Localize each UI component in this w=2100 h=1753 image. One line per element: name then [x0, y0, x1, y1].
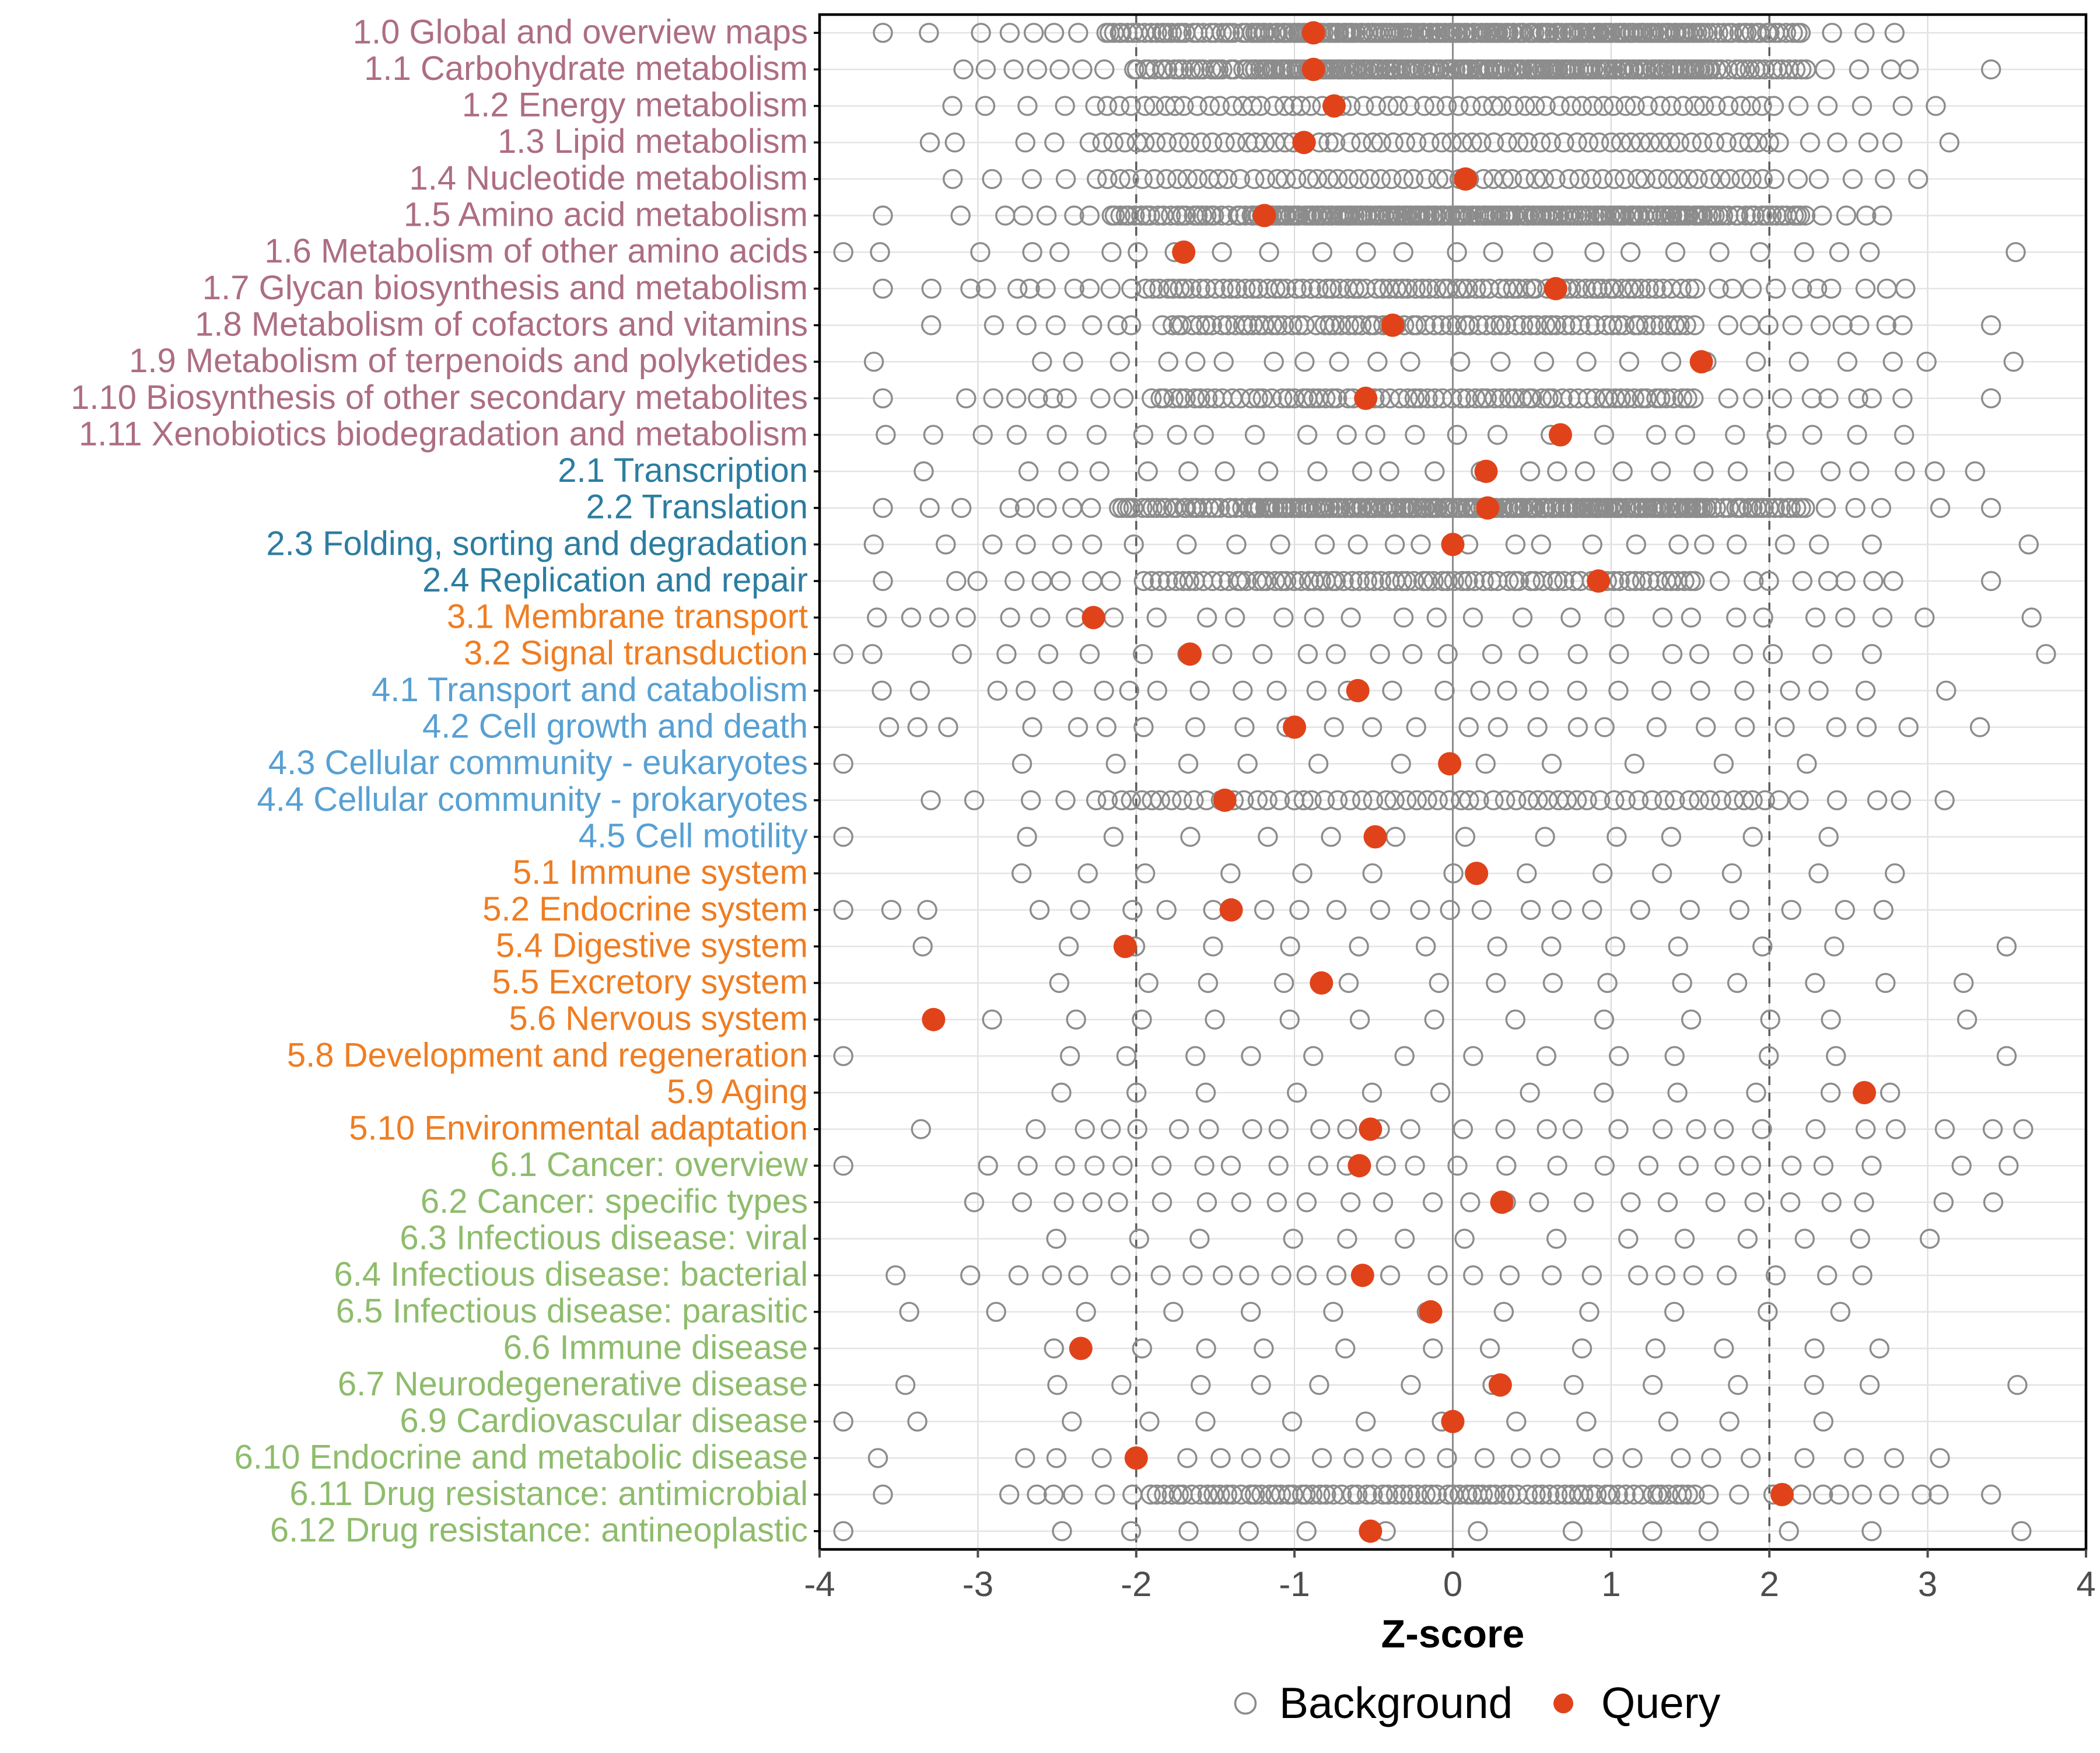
- svg-text:2.2 Translation: 2.2 Translation: [586, 488, 808, 526]
- svg-text:Query: Query: [1601, 1678, 1721, 1727]
- svg-text:5.2 Endocrine system: 5.2 Endocrine system: [482, 890, 808, 928]
- svg-text:Z-score: Z-score: [1381, 1612, 1525, 1656]
- svg-text:6.11 Drug resistance: antimicr: 6.11 Drug resistance: antimicrobial: [289, 1475, 808, 1513]
- svg-text:5.8 Development and regenerati: 5.8 Development and regeneration: [287, 1036, 808, 1074]
- svg-text:1.0 Global and overview maps: 1.0 Global and overview maps: [353, 13, 808, 51]
- svg-text:4.1 Transport and catabolism: 4.1 Transport and catabolism: [372, 671, 808, 709]
- svg-text:1.7 Glycan biosynthesis and me: 1.7 Glycan biosynthesis and metabolism: [202, 269, 808, 307]
- svg-text:1: 1: [1601, 1565, 1620, 1604]
- svg-text:4.3 Cellular community - eukar: 4.3 Cellular community - eukaryotes: [268, 744, 808, 782]
- svg-text:-4: -4: [804, 1565, 835, 1604]
- svg-text:4: 4: [2076, 1565, 2095, 1604]
- svg-text:2.1 Transcription: 2.1 Transcription: [558, 452, 808, 489]
- svg-text:5.5 Excretory system: 5.5 Excretory system: [492, 963, 808, 1001]
- svg-text:6.3 Infectious disease: viral: 6.3 Infectious disease: viral: [400, 1219, 808, 1257]
- svg-text:3.2 Signal transduction: 3.2 Signal transduction: [464, 634, 808, 672]
- svg-text:5.9 Aging: 5.9 Aging: [667, 1073, 808, 1111]
- svg-text:5.4 Digestive system: 5.4 Digestive system: [496, 926, 808, 964]
- svg-text:1.11 Xenobiotics biodegradatio: 1.11 Xenobiotics biodegradation and meta…: [79, 415, 808, 453]
- svg-text:4.5 Cell motility: 4.5 Cell motility: [579, 817, 808, 855]
- svg-text:6.12 Drug resistance: antineop: 6.12 Drug resistance: antineoplastic: [270, 1511, 808, 1549]
- svg-text:1.1 Carbohydrate metabolism: 1.1 Carbohydrate metabolism: [364, 50, 808, 88]
- svg-text:5.10 Environmental adaptation: 5.10 Environmental adaptation: [349, 1110, 808, 1147]
- svg-text:0: 0: [1443, 1565, 1462, 1604]
- svg-text:Background: Background: [1279, 1678, 1513, 1727]
- svg-text:1.2 Energy metabolism: 1.2 Energy metabolism: [462, 86, 808, 124]
- svg-text:1.8 Metabolism of cofactors an: 1.8 Metabolism of cofactors and vitamins: [195, 306, 808, 344]
- svg-text:1.3 Lipid metabolism: 1.3 Lipid metabolism: [498, 123, 808, 160]
- svg-text:6.4 Infectious disease: bacter: 6.4 Infectious disease: bacterial: [334, 1255, 808, 1293]
- svg-text:2.4 Replication and repair: 2.4 Replication and repair: [422, 561, 808, 599]
- svg-text:6.7 Neurodegenerative disease: 6.7 Neurodegenerative disease: [338, 1365, 808, 1403]
- svg-text:2: 2: [1760, 1565, 1779, 1604]
- svg-text:1.10 Biosynthesis of other sec: 1.10 Biosynthesis of other secondary met…: [71, 379, 808, 417]
- svg-text:1.5 Amino acid metabolism: 1.5 Amino acid metabolism: [404, 196, 808, 234]
- svg-text:6.6 Immune disease: 6.6 Immune disease: [503, 1329, 808, 1367]
- svg-text:6.2 Cancer: specific types: 6.2 Cancer: specific types: [421, 1182, 808, 1220]
- svg-text:3: 3: [1918, 1565, 1937, 1604]
- svg-text:6.9 Cardiovascular disease: 6.9 Cardiovascular disease: [400, 1402, 808, 1440]
- svg-text:1.4 Nucleotide metabolism: 1.4 Nucleotide metabolism: [410, 159, 808, 197]
- svg-text:-2: -2: [1121, 1565, 1152, 1604]
- svg-text:2.3 Folding, sorting and degra: 2.3 Folding, sorting and degradation: [266, 524, 808, 562]
- svg-text:6.10 Endocrine and metabolic d: 6.10 Endocrine and metabolic disease: [235, 1438, 808, 1476]
- svg-text:-1: -1: [1279, 1565, 1310, 1604]
- svg-text:1.9 Metabolism of terpenoids a: 1.9 Metabolism of terpenoids and polyket…: [129, 342, 808, 380]
- svg-text:6.1 Cancer: overview: 6.1 Cancer: overview: [490, 1146, 808, 1184]
- svg-text:1.6 Metabolism of other amino: 1.6 Metabolism of other amino acids: [264, 232, 808, 270]
- svg-text:5.6 Nervous system: 5.6 Nervous system: [509, 1000, 808, 1038]
- svg-text:-3: -3: [963, 1565, 993, 1604]
- svg-text:3.1 Membrane transport: 3.1 Membrane transport: [447, 598, 808, 636]
- svg-text:4.2 Cell growth and death: 4.2 Cell growth and death: [422, 708, 808, 746]
- svg-text:6.5 Infectious disease: parasi: 6.5 Infectious disease: parasitic: [336, 1292, 808, 1330]
- svg-text:4.4 Cellular community - proka: 4.4 Cellular community - prokaryotes: [257, 781, 808, 818]
- svg-text:5.1 Immune system: 5.1 Immune system: [513, 853, 808, 891]
